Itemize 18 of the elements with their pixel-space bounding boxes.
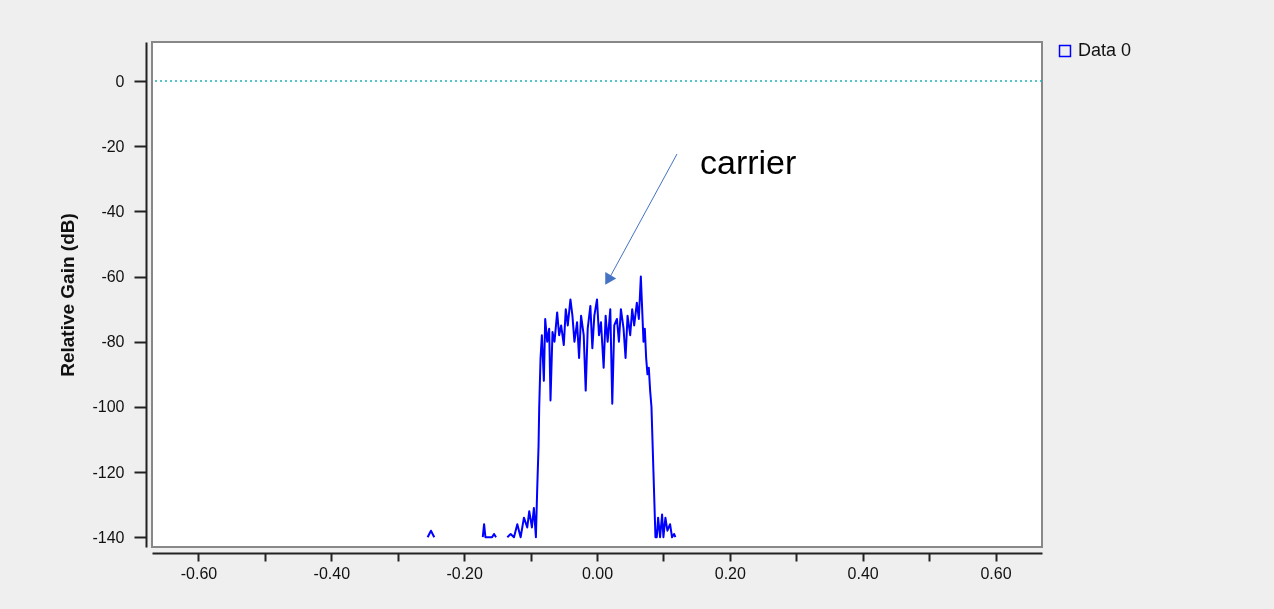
y-tick-label: -120	[92, 463, 125, 481]
x-tick-label: 0.20	[714, 564, 747, 582]
y-tick-label: 0	[115, 72, 125, 90]
y-tick-label: -20	[101, 137, 125, 155]
x-tick-label: 0.00	[581, 564, 614, 582]
x-tick-label: -0.40	[313, 564, 351, 582]
y-tick-label: -80	[101, 333, 125, 351]
x-tick-label: -0.20	[446, 564, 483, 582]
x-tick-label: 0.40	[847, 564, 879, 582]
y-tick-label: -40	[101, 202, 125, 220]
annotation: carrier	[700, 143, 797, 181]
y-axis-title: Relative Gain (dB)	[57, 213, 79, 377]
x-tick-label: -0.60	[180, 564, 218, 582]
legend-label: Data 0	[1078, 40, 1132, 60]
y-tick-label: -140	[92, 528, 125, 546]
y-tick-label: -60	[101, 268, 125, 286]
x-tick-label: 0.60	[980, 564, 1012, 582]
y-tick-label: -100	[92, 398, 125, 416]
